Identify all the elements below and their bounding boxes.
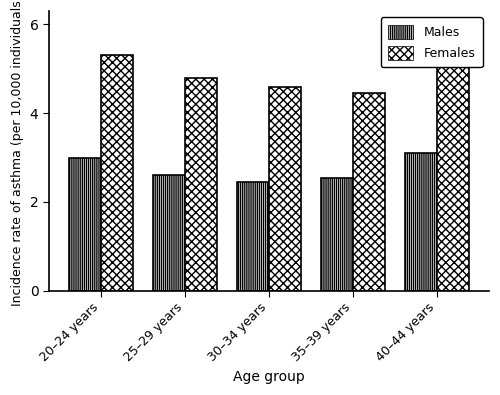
Bar — [101, 55, 133, 291]
Bar — [437, 40, 469, 291]
Bar — [405, 153, 437, 291]
Legend: Males, Females: Males, Females — [381, 17, 482, 68]
Bar — [153, 175, 185, 291]
Bar — [185, 78, 217, 291]
Y-axis label: Incidence rate of asthma (per 10,000 individuals): Incidence rate of asthma (per 10,000 ind… — [11, 0, 24, 306]
Bar — [353, 93, 385, 291]
Bar — [269, 87, 301, 291]
X-axis label: Age group: Age group — [233, 370, 305, 384]
Bar — [237, 182, 269, 291]
Bar — [321, 177, 353, 291]
Bar — [69, 158, 101, 291]
